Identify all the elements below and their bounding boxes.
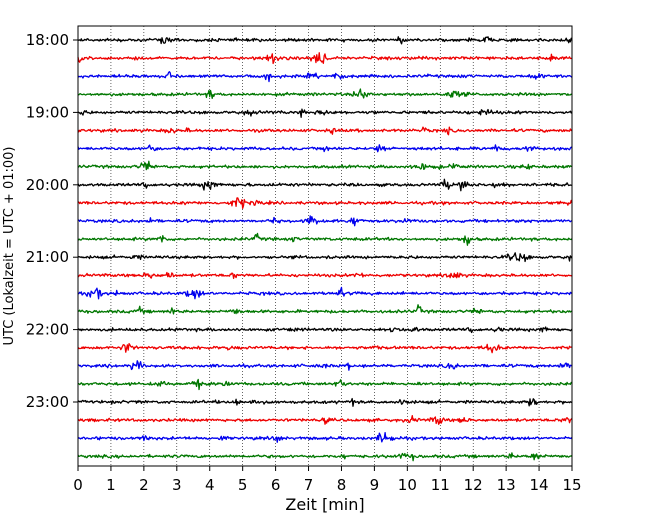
x-tick-label: 8 <box>337 476 347 494</box>
trace-line <box>77 178 573 192</box>
y-tick-label: 19:00 <box>26 103 69 121</box>
seismogram-traces <box>77 36 573 462</box>
plot-background <box>78 26 572 466</box>
trace-line <box>77 215 573 227</box>
trace-line <box>77 160 573 171</box>
trace-line <box>77 397 573 407</box>
x-axis-ticks: 0 1 2 3 4 5 6 7 8 9 10 11 12 13 14 15 <box>73 466 582 494</box>
grid-lines <box>110 26 540 466</box>
trace-line <box>77 271 573 280</box>
trace-line <box>77 88 573 100</box>
y-tick-label: 18:00 <box>26 31 69 49</box>
trace-line <box>77 36 573 45</box>
y-axis-label: UTC (Lokalzeit = UTC + 01:00) <box>2 147 17 346</box>
x-tick-label: 6 <box>271 476 281 494</box>
x-tick-label: 7 <box>304 476 314 494</box>
x-tick-label: 2 <box>139 476 149 494</box>
y-tick-label: 23:00 <box>26 393 69 411</box>
x-tick-label: 10 <box>398 476 417 494</box>
trace-line <box>77 252 573 263</box>
trace-line <box>77 343 573 354</box>
trace-line <box>77 197 573 209</box>
trace-line <box>77 326 573 334</box>
trace-line <box>77 378 573 391</box>
trace-line <box>77 304 573 315</box>
trace-line <box>77 144 573 153</box>
y-tick-label: 22:00 <box>26 321 69 339</box>
x-tick-label: 1 <box>106 476 116 494</box>
trace-line <box>77 108 573 118</box>
x-tick-label: 0 <box>73 476 83 494</box>
x-tick-label: 9 <box>370 476 380 494</box>
x-tick-label: 4 <box>205 476 215 494</box>
trace-line <box>77 414 573 425</box>
y-tick-label: 21:00 <box>26 248 69 266</box>
trace-line <box>77 52 573 65</box>
trace-line <box>77 431 573 443</box>
trace-line <box>77 360 573 371</box>
plot-frame <box>77 25 573 467</box>
trace-line <box>77 452 573 462</box>
trace-line <box>77 126 573 136</box>
x-axis-label: Zeit [min] <box>285 495 364 514</box>
x-tick-label: 3 <box>172 476 182 494</box>
x-tick-label: 12 <box>464 476 483 494</box>
trace-line <box>77 286 573 300</box>
x-tick-label: 15 <box>562 476 581 494</box>
x-tick-label: 11 <box>431 476 450 494</box>
y-axis-ticks: 18:00 19:00 20:00 21:00 22:00 23:00 <box>26 31 78 411</box>
x-tick-label: 13 <box>497 476 516 494</box>
x-tick-label: 5 <box>238 476 248 494</box>
x-tick-label: 14 <box>530 476 549 494</box>
y-tick-label: 20:00 <box>26 176 69 194</box>
trace-line <box>77 232 573 246</box>
trace-line <box>77 71 573 83</box>
